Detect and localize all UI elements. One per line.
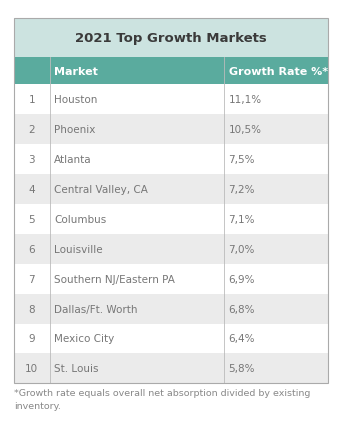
Text: Atlanta: Atlanta <box>54 155 92 165</box>
Text: St. Louis: St. Louis <box>54 363 98 374</box>
Text: 3: 3 <box>28 155 35 165</box>
Text: Market: Market <box>54 66 98 76</box>
Bar <box>14 294 328 324</box>
Text: Louisville: Louisville <box>54 244 103 254</box>
Text: 5,8%: 5,8% <box>228 363 255 374</box>
Bar <box>14 264 328 294</box>
Text: 2: 2 <box>28 125 35 135</box>
Text: Central Valley, CA: Central Valley, CA <box>54 184 148 195</box>
Text: 7,1%: 7,1% <box>228 214 255 225</box>
Bar <box>14 175 328 204</box>
Bar <box>14 354 328 383</box>
Text: 10: 10 <box>25 363 38 374</box>
Bar <box>14 19 328 58</box>
Text: Dallas/Ft. Worth: Dallas/Ft. Worth <box>54 304 137 314</box>
Text: Growth Rate %*: Growth Rate %* <box>228 66 328 76</box>
Bar <box>14 234 328 264</box>
Text: 1: 1 <box>28 95 35 105</box>
Text: 9: 9 <box>28 334 35 344</box>
Bar <box>14 204 328 234</box>
Text: Southern NJ/Eastern PA: Southern NJ/Eastern PA <box>54 274 175 284</box>
Bar <box>14 19 328 383</box>
Text: 7,0%: 7,0% <box>228 244 255 254</box>
Text: 6,8%: 6,8% <box>228 304 255 314</box>
Text: Phoenix: Phoenix <box>54 125 95 135</box>
Bar <box>14 145 328 175</box>
Bar <box>14 85 328 115</box>
Text: 7,5%: 7,5% <box>228 155 255 165</box>
Text: 7: 7 <box>28 274 35 284</box>
Bar <box>14 115 328 145</box>
Text: 6,4%: 6,4% <box>228 334 255 344</box>
Text: 2021 Top Growth Markets: 2021 Top Growth Markets <box>75 32 267 45</box>
Text: 6: 6 <box>28 244 35 254</box>
Text: 10,5%: 10,5% <box>228 125 262 135</box>
Text: 4: 4 <box>28 184 35 195</box>
Bar <box>14 58 328 85</box>
Text: Houston: Houston <box>54 95 97 105</box>
Text: *Growth rate equals overall net absorption divided by existing
inventory.: *Growth rate equals overall net absorpti… <box>14 389 310 410</box>
Text: 5: 5 <box>28 214 35 225</box>
Text: 11,1%: 11,1% <box>228 95 262 105</box>
Bar <box>14 324 328 354</box>
Text: Mexico City: Mexico City <box>54 334 114 344</box>
Text: 8: 8 <box>28 304 35 314</box>
Text: 7,2%: 7,2% <box>228 184 255 195</box>
Text: Columbus: Columbus <box>54 214 106 225</box>
Text: 6,9%: 6,9% <box>228 274 255 284</box>
